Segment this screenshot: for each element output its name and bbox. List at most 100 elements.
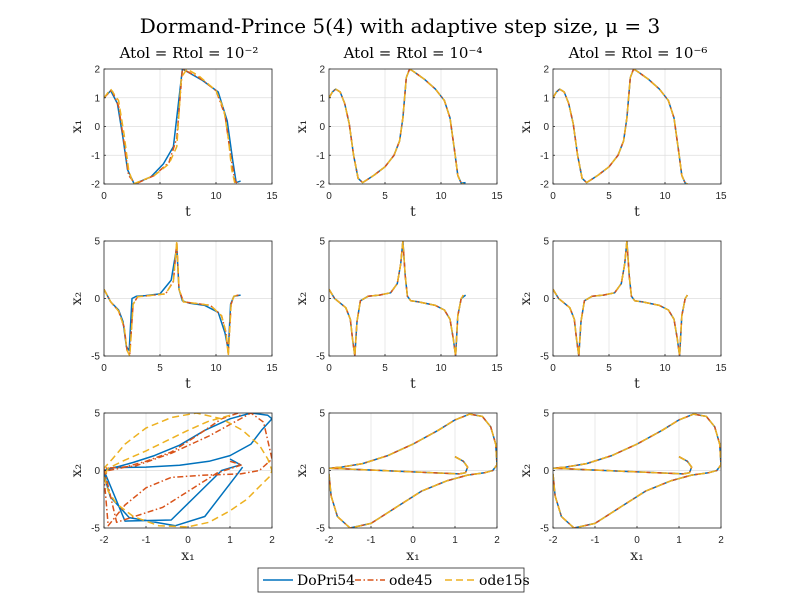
x-axis-label: t	[185, 376, 191, 392]
y-tick-label: -2	[316, 180, 325, 191]
x-axis-label: t	[634, 376, 640, 392]
x-tick-label: -1	[591, 535, 600, 546]
y-axis-label: x₂	[294, 292, 310, 306]
x-tick-label: 10	[435, 363, 447, 374]
y-tick-label: 1	[543, 93, 549, 104]
x-tick-label: 2	[269, 535, 275, 546]
y-axis-label: x₂	[518, 292, 534, 306]
y-tick-label: -5	[91, 352, 100, 363]
legend: DoPri54 ode45 ode15s	[257, 567, 530, 593]
x-tick-label: 2	[494, 535, 500, 546]
y-tick-label: 0	[94, 466, 100, 477]
y-axis-label: x₂	[69, 464, 85, 478]
x-tick-label: 0	[550, 363, 556, 374]
y-axis-label: x₂	[69, 292, 85, 306]
y-tick-label: 0	[94, 294, 100, 305]
y-tick-label: 0	[94, 122, 100, 133]
y-tick-label: -1	[540, 151, 549, 162]
y-tick-label: 1	[319, 93, 325, 104]
subplot-r1-c2: 0 5 10 15 -2 -1 0 1 2 t x₁	[294, 65, 503, 221]
y-tick-label: 2	[319, 65, 325, 76]
x-axis-label: x₁	[181, 548, 195, 564]
x-axis-label: x₁	[406, 548, 420, 564]
x-tick-label: 10	[659, 363, 671, 374]
series-line-dopri54	[104, 69, 241, 184]
x-tick-label: 0	[634, 535, 640, 546]
x-tick-label: 15	[491, 191, 503, 202]
legend-label: DoPri54	[297, 573, 355, 589]
y-tick-label: 5	[94, 409, 100, 420]
legend-label: ode45	[389, 573, 433, 589]
series-line-ode15s	[553, 241, 689, 356]
x-tick-label: 1	[676, 535, 682, 546]
column-title-1: Atol = Rtol = 10⁻²	[119, 44, 259, 62]
y-tick-label: 5	[319, 409, 325, 420]
y-tick-label: -5	[91, 524, 100, 535]
x-tick-label: 10	[435, 191, 447, 202]
legend-box	[257, 567, 525, 593]
x-tick-label: 5	[157, 363, 163, 374]
series-group	[553, 413, 721, 528]
y-axis-label: x₁	[69, 120, 85, 134]
x-tick-label: 0	[185, 535, 191, 546]
y-tick-label: -5	[316, 352, 325, 363]
series-group	[329, 413, 497, 528]
y-tick-label: -1	[316, 151, 325, 162]
y-tick-label: 2	[94, 65, 100, 76]
subplot-r3-c1: -2 -1 0 1 2 -5 0 5 x₁ x₂	[69, 409, 275, 565]
y-tick-label: -5	[540, 524, 549, 535]
x-tick-label: 5	[606, 363, 612, 374]
series-line-ode15s	[553, 69, 688, 184]
y-axis-label: x₁	[518, 120, 534, 134]
series-line-ode45	[104, 69, 239, 184]
x-tick-label: 15	[715, 363, 727, 374]
x-tick-label: 15	[491, 363, 503, 374]
x-axis-label: t	[410, 376, 416, 392]
legend-item-ode45: ode45	[355, 573, 433, 589]
x-tick-label: 10	[210, 191, 222, 202]
x-tick-label: 2	[718, 535, 724, 546]
subplot-r1-c3: 0 5 10 15 -2 -1 0 1 2 t x₁	[518, 65, 727, 221]
column-title-3: Atol = Rtol = 10⁻⁶	[568, 44, 708, 62]
series-line-ode45	[104, 413, 272, 527]
x-tick-label: 1	[227, 535, 233, 546]
column-title-2: Atol = Rtol = 10⁻⁴	[343, 44, 483, 62]
y-tick-label: 5	[319, 237, 325, 248]
y-tick-label: 5	[543, 237, 549, 248]
x-axis-label: x₁	[630, 548, 644, 564]
series-group	[553, 69, 688, 184]
x-tick-label: 10	[210, 363, 222, 374]
series-line-ode15s	[329, 69, 464, 184]
y-axis-label: x₂	[294, 464, 310, 478]
x-tick-label: 5	[157, 191, 163, 202]
series-group	[329, 241, 467, 356]
x-tick-label: -1	[367, 535, 376, 546]
y-tick-label: 1	[94, 93, 100, 104]
series-line-ode15s	[553, 413, 721, 528]
y-tick-label: 0	[543, 466, 549, 477]
series-group	[104, 69, 241, 184]
series-line-ode15s	[329, 241, 465, 356]
y-tick-label: 0	[319, 122, 325, 133]
x-axis-label: t	[185, 204, 191, 220]
series-group	[553, 241, 689, 356]
series-line-ode15s	[104, 241, 239, 356]
y-tick-label: 0	[543, 122, 549, 133]
x-axis-label: t	[634, 204, 640, 220]
x-tick-label: 0	[326, 363, 332, 374]
x-tick-label: -2	[325, 535, 334, 546]
y-tick-label: 0	[319, 466, 325, 477]
series-line-ode45	[553, 413, 721, 528]
y-tick-label: -5	[316, 524, 325, 535]
y-tick-label: -2	[91, 180, 100, 191]
y-tick-label: 0	[543, 294, 549, 305]
legend-item-dopri54: DoPri54	[263, 573, 355, 589]
x-tick-label: 5	[606, 191, 612, 202]
x-tick-label: -2	[549, 535, 558, 546]
subplot-r3-c2: -2 -1 0 1 2 -5 0 5 x₁ x₂	[294, 409, 500, 565]
series-group	[329, 69, 466, 184]
x-tick-label: 5	[382, 191, 388, 202]
